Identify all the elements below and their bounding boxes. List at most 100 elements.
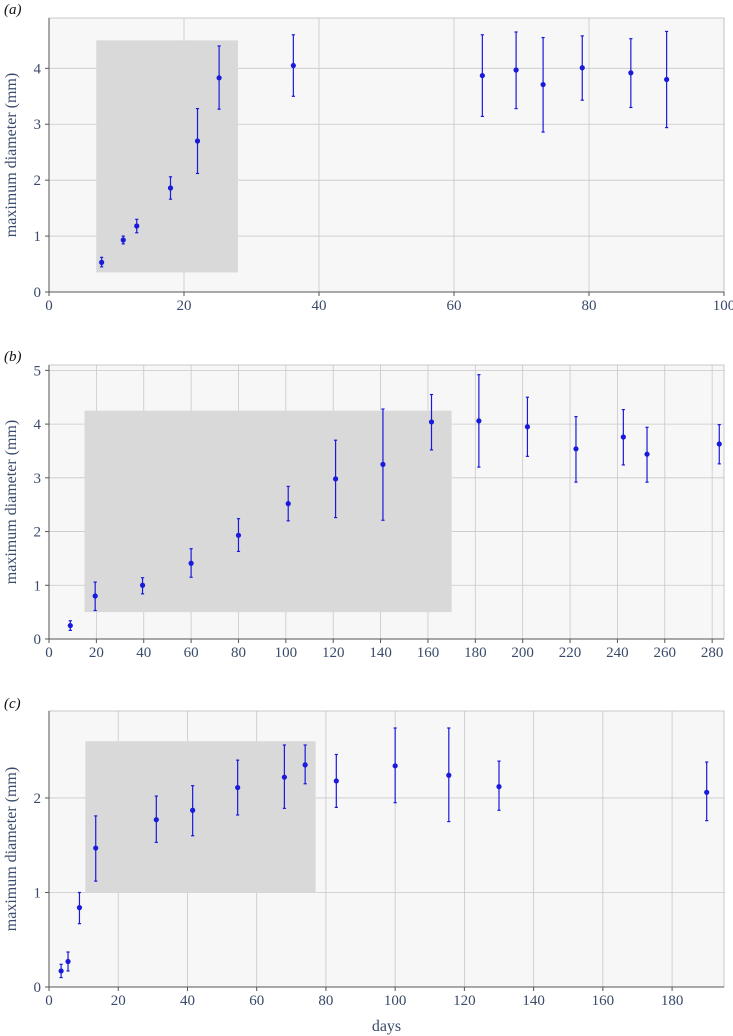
y-tick-label: 0 [34,980,42,996]
y-tick-label: 3 [34,117,42,133]
y-tick-label: 5 [34,363,42,379]
y-tick-label: 0 [34,285,42,301]
y-tick-label: 2 [34,791,42,807]
data-point [302,762,308,768]
data-point [76,905,83,911]
data-point [120,237,126,243]
data-point [392,763,398,769]
x-tick-label: 20 [177,298,192,314]
data-point [513,67,519,73]
x-tick-label: 60 [249,993,264,1009]
shaded-region [85,741,316,893]
x-tick-label: 40 [136,645,151,661]
x-tick-label: 0 [45,645,53,661]
data-point [333,778,339,784]
y-tick-label: 3 [34,471,42,487]
y-tick-label: 2 [34,525,42,541]
x-tick-label: 120 [322,645,345,661]
data-point [139,582,146,588]
data-point [664,76,670,83]
data-point [479,72,485,79]
y-axis-label: maximum diameter (mm) [3,73,20,237]
x-tick-label: 140 [522,993,545,1009]
panel-label: (a) [4,2,22,18]
data-point [428,419,435,425]
x-tick-label: 220 [559,645,582,661]
y-tick-label: 0 [34,632,42,648]
data-point [93,845,99,851]
x-tick-label: 40 [312,298,327,314]
y-tick-label: 2 [34,173,42,189]
shaded-region [84,410,452,613]
data-point [235,532,242,538]
x-tick-label: 180 [661,993,684,1009]
x-tick-label: 160 [417,645,440,661]
data-point [704,789,710,795]
data-point [476,418,482,424]
data-point [134,223,140,229]
x-tick-label: 0 [45,993,53,1009]
x-tick-label: 20 [111,993,126,1009]
data-point [628,70,634,76]
x-tick-label: 80 [318,993,333,1009]
shaded-region [96,40,238,273]
data-point [540,81,546,88]
data-point [167,185,174,191]
panel-label: (b) [4,349,22,365]
x-tick-label: 20 [89,645,104,661]
y-axis-label: maximum diameter (mm) [3,420,20,584]
data-point [496,784,502,790]
data-point [92,593,98,599]
data-point [579,65,585,71]
data-point [153,817,159,823]
data-point [446,772,452,778]
x-tick-label: 40 [180,993,195,1009]
data-point [716,441,722,447]
data-point [58,968,64,974]
x-tick-label: 80 [582,298,597,314]
data-point [188,560,194,566]
data-point [190,807,196,813]
data-point [235,784,241,791]
data-point [524,424,531,430]
x-tick-label: 260 [654,645,677,661]
chart-panel-2: 0 20 40 60 80 100 120 140 160 180 0 1 2 maximum diame… [3,696,725,1035]
data-point [380,461,386,467]
x-tick-label: 60 [447,298,462,314]
x-tick-label: 140 [369,645,392,661]
x-tick-label: 80 [231,645,246,661]
data-point [65,958,71,965]
data-point [67,622,73,629]
x-axis-label: days [372,1018,401,1035]
data-point [332,476,339,482]
y-tick-label: 4 [34,61,42,77]
data-point [644,451,650,457]
data-point [573,446,579,452]
data-point [290,62,296,69]
data-point [620,434,626,440]
data-point [285,501,291,507]
y-axis-label: maximum diameter (mm) [3,767,20,931]
panel-label: (c) [4,696,21,712]
x-tick-label: 100 [275,645,298,661]
x-tick-label: 200 [511,645,534,661]
y-tick-label: 1 [34,229,42,245]
x-tick-label: 280 [701,645,724,661]
y-tick-label: 1 [34,885,42,901]
data-point [99,259,105,265]
data-point [216,75,222,81]
x-tick-label: 240 [606,645,629,661]
x-tick-label: 100 [713,298,733,314]
data-point [194,138,201,144]
x-tick-label: 100 [384,993,407,1009]
x-tick-label: 160 [592,993,615,1009]
x-tick-label: 60 [184,645,199,661]
data-point [281,774,287,780]
y-tick-label: 1 [34,578,42,594]
x-tick-label: 120 [453,993,476,1009]
chart-panel-1: 0 20 40 60 80 100 120 140 160 180 200 220 240 260 280 0… [3,349,725,661]
chart-panel-0: 0 20 40 60 80 100 0 1 2 3 4 maximum diameter (mm) (a… [3,2,733,314]
x-tick-label: 0 [45,298,53,314]
x-tick-label: 180 [464,645,487,661]
